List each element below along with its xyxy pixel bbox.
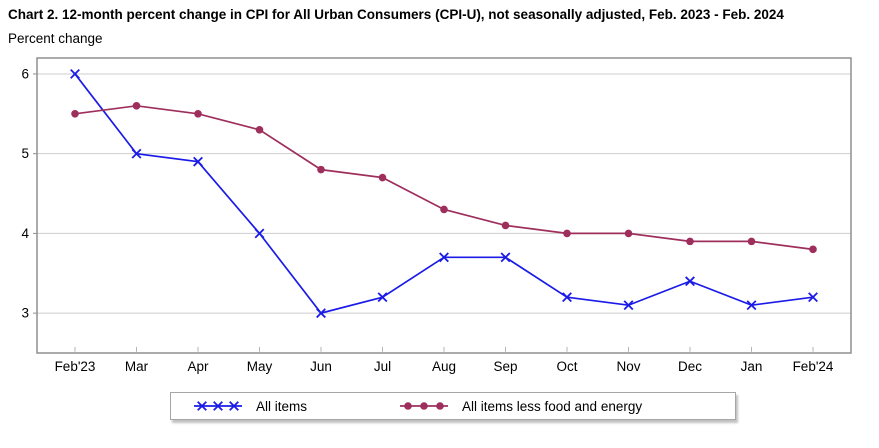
x-marker	[70, 69, 80, 79]
x-axis-tick-label: Nov	[616, 359, 640, 374]
dot-marker	[378, 173, 387, 182]
dot-marker	[71, 110, 79, 118]
series-1	[71, 102, 817, 254]
x-marker	[213, 401, 223, 411]
x-axis-tick-label: May	[247, 359, 273, 374]
x-axis-tick-label: Jul	[374, 359, 391, 374]
dot-marker	[255, 125, 264, 134]
legend-entry-all-items: All items	[193, 393, 307, 419]
x-marker	[229, 401, 239, 411]
chart-legend: All items All items less food and energy	[170, 392, 736, 420]
legend-label-all-items: All items	[256, 398, 308, 414]
chart-title: Chart 2. 12-month percent change in CPI …	[8, 7, 784, 22]
core-line-sample-icon	[400, 402, 448, 410]
x-axis-tick-label: Apr	[187, 359, 209, 374]
dot-marker	[809, 245, 817, 254]
y-axis-tick-label: 4	[21, 226, 29, 241]
x-marker	[746, 300, 757, 311]
x-marker	[197, 401, 207, 411]
series-line	[74, 104, 814, 251]
x-marker	[316, 308, 326, 319]
y-axis-tick-label: 3	[21, 306, 29, 321]
x-marker	[623, 300, 634, 311]
x-marker	[131, 148, 142, 159]
legend-label-core: All items less food and energy	[462, 398, 643, 414]
x-marker	[500, 252, 511, 263]
x-marker	[808, 292, 818, 303]
y-axis-tick-label: 6	[21, 66, 29, 81]
dot-marker	[420, 402, 428, 410]
dot-marker	[132, 102, 141, 110]
dot-marker	[436, 402, 444, 410]
x-axis-tick-label: Oct	[556, 359, 577, 374]
x-marker	[562, 292, 572, 303]
x-axis-tick-label: Jun	[310, 359, 332, 374]
dot-marker	[440, 205, 448, 214]
dot-marker	[194, 110, 202, 118]
x-marker	[685, 276, 695, 287]
x-axis-tick-label: Sep	[493, 359, 517, 374]
x-axis-tick-label: Aug	[432, 359, 456, 374]
dot-marker	[686, 237, 694, 246]
x-axis-tick-label: Jan	[741, 359, 763, 374]
plot-border	[36, 57, 852, 354]
x-marker	[439, 252, 449, 263]
x-marker	[377, 292, 388, 303]
series-0	[70, 69, 818, 319]
chart-subtitle: Percent change	[8, 31, 103, 46]
all-items-line-sample-icon	[194, 401, 242, 411]
dot-marker	[317, 165, 325, 174]
dot-marker	[747, 237, 756, 246]
x-axis-tick-label: Feb'23	[55, 359, 96, 374]
x-marker	[254, 228, 265, 239]
series-line	[74, 73, 814, 315]
dot-marker	[563, 229, 571, 238]
dot-marker	[501, 221, 510, 230]
dot-marker	[404, 402, 412, 410]
dot-marker	[624, 229, 633, 238]
x-axis-tick-label: Dec	[678, 359, 702, 374]
x-axis-tick-label: Feb'24	[793, 359, 834, 374]
x-marker	[193, 156, 203, 167]
legend-entry-core: All items less food and energy	[399, 393, 642, 419]
x-axis-tick-label: Mar	[125, 359, 149, 374]
y-axis-tick-label: 5	[21, 146, 29, 161]
